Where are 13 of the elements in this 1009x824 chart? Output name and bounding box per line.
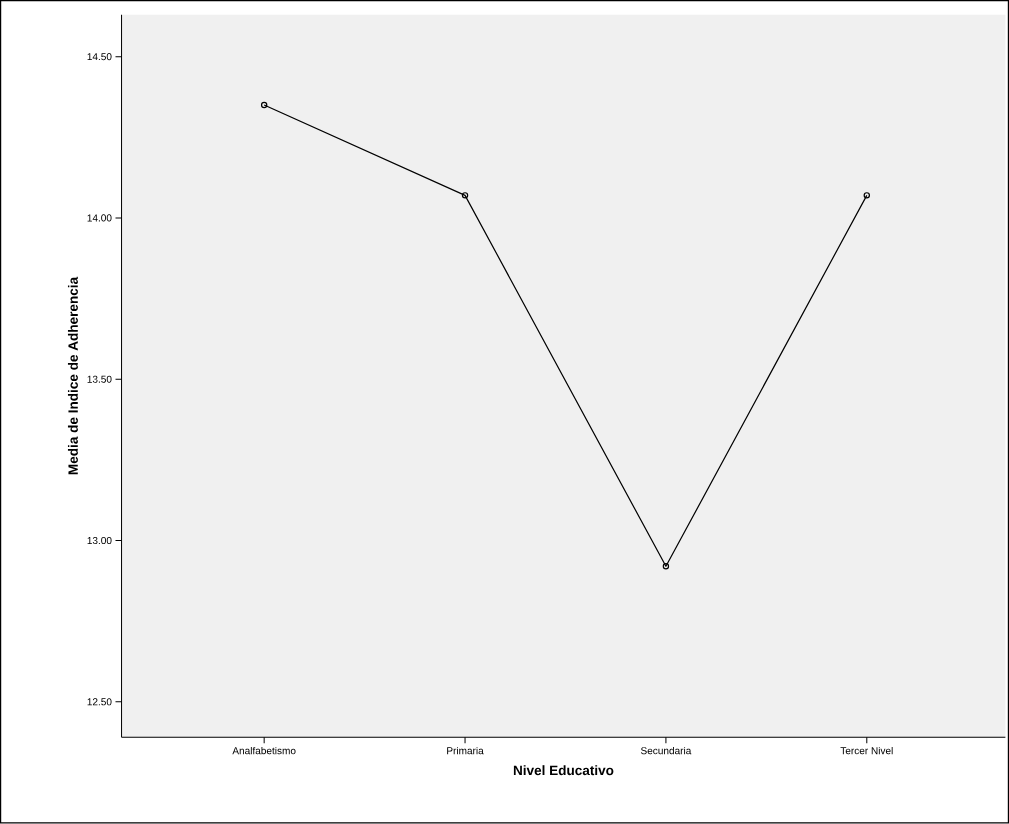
y-tick-label: 14.00 [87,214,112,222]
x-tick-label: Tercer Nivel [840,747,893,755]
x-tick-label: Analfabetismo [232,747,296,755]
point [461,192,469,199]
x-axis-title: Nivel Educativo [513,765,614,776]
y-axis-title: Media de Indice de Adherencia [67,277,78,475]
y-tick-label: 14.50 [87,53,112,61]
y-tick-label: 12.50 [87,698,112,706]
x-tick-label: Secundaria [640,747,692,755]
y-tick-label: 13.00 [87,537,112,545]
y-tick-label: 13.50 [87,375,112,383]
x-tick-label: Primaria [447,747,484,755]
point [662,563,670,570]
